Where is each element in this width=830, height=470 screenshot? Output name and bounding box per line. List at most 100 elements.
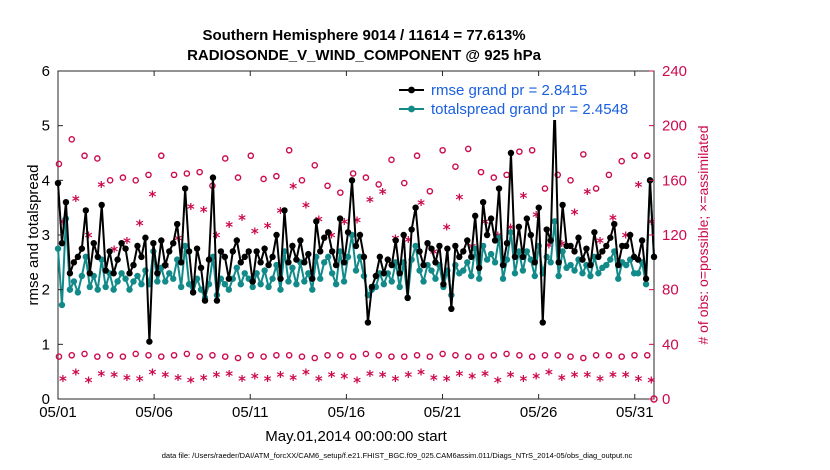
totalspread-point — [237, 281, 244, 288]
obs-assimilated-marker: * — [149, 188, 157, 206]
totalspread-point — [181, 242, 189, 250]
totalspread-point — [66, 286, 74, 293]
rmse-point — [174, 220, 181, 228]
rmse-point — [257, 259, 264, 266]
rmse-point — [416, 248, 423, 255]
totalspread-point — [328, 270, 336, 277]
obs-assimilated-marker: * — [315, 372, 323, 390]
rmse-point — [472, 212, 479, 220]
obs-possible-marker — [285, 351, 293, 359]
y-tick-label: 0 — [42, 391, 50, 408]
legend-box — [392, 78, 650, 120]
totalspread-point — [622, 261, 630, 269]
rmse-point — [150, 240, 157, 247]
rmse-point — [185, 248, 193, 255]
rmse-point — [440, 281, 447, 288]
obs-possible-marker — [157, 152, 165, 160]
rmse-point — [372, 272, 380, 280]
rmse-point — [571, 248, 578, 255]
obs-possible-marker — [452, 351, 459, 359]
rmse-point — [213, 297, 221, 304]
obs-possible-marker — [618, 353, 625, 360]
rmse-point — [495, 185, 503, 192]
totalspread-point — [547, 259, 554, 266]
rmse-point — [360, 253, 368, 261]
obs-assimilated-marker: * — [264, 372, 272, 390]
totalspread-point — [253, 270, 260, 277]
totalspread-point — [70, 278, 78, 285]
obs-possible-marker — [311, 161, 319, 169]
rmse-point — [348, 177, 356, 184]
legend-spread-marker — [408, 105, 415, 113]
totalspread-point — [519, 267, 527, 274]
series-layer — [54, 100, 658, 345]
obs-possible-marker — [324, 182, 331, 190]
totalspread-point — [130, 278, 137, 285]
obs-possible-marker — [298, 353, 306, 360]
totalspread-point — [261, 267, 268, 274]
totalspread-point — [110, 286, 117, 293]
obs-assimilated-marker: * — [404, 368, 412, 386]
rmse-point — [245, 248, 252, 255]
rmse-point — [559, 201, 566, 209]
totalspread-point — [277, 286, 284, 293]
totalspread-point — [559, 248, 566, 255]
obs-assimilated-marker: * — [276, 204, 284, 222]
rmse-point — [94, 253, 101, 261]
obs-possible-marker — [337, 189, 344, 196]
obs-assimilated-marker: * — [225, 218, 233, 236]
totalspread-point — [412, 242, 419, 250]
obs-assimilated-marker: * — [289, 371, 297, 389]
rmse-point — [317, 248, 324, 255]
obs-assimilated-marker: * — [571, 368, 579, 386]
rmse-point — [74, 253, 82, 261]
obs-assimilated-marker: * — [583, 368, 591, 386]
rmse-point — [531, 259, 538, 266]
obs-possible-marker — [477, 168, 485, 176]
totalspread-point — [257, 281, 264, 288]
rmse-point — [547, 237, 554, 244]
totalspread-point — [126, 286, 133, 293]
totalspread-point — [177, 283, 185, 291]
obs-assimilated-marker: * — [417, 196, 425, 214]
obs-possible-marker — [528, 353, 536, 360]
rmse-point — [241, 253, 248, 261]
x-tick-label: 05/11 — [232, 404, 268, 421]
totalspread-point — [138, 281, 145, 288]
obs-assimilated-marker: * — [340, 215, 348, 233]
rmse-point — [626, 231, 634, 239]
totalspread-point — [82, 253, 90, 261]
x-tick-label: 05/01 — [39, 404, 77, 421]
totalspread-point — [293, 281, 300, 288]
obs-possible-marker — [273, 351, 280, 359]
totalspread-point — [185, 281, 193, 288]
totalspread-point — [170, 275, 177, 282]
obs-possible-marker — [337, 351, 344, 359]
rmse-point — [66, 270, 74, 277]
obs-assimilated-marker: * — [136, 216, 144, 234]
rmse-point — [622, 242, 630, 250]
x-tick-label: 05/16 — [328, 404, 366, 421]
totalspread-point — [134, 272, 141, 280]
totalspread-point — [555, 272, 562, 280]
rmse-point — [146, 338, 153, 345]
legend-spread-label: totalspread grand pr = 2.4548 — [431, 101, 628, 118]
y-tick-label: 1 — [42, 336, 50, 353]
obs-assimilated-marker: * — [622, 229, 630, 247]
rmse-point — [102, 267, 109, 274]
obs-possible-marker — [298, 177, 306, 184]
rmse-point — [511, 253, 519, 261]
totalspread-point — [416, 267, 423, 274]
obs-possible-marker — [209, 351, 216, 359]
rmse-point — [205, 256, 213, 263]
rmse-point — [340, 259, 348, 266]
obs-assimilated-marker: * — [353, 374, 361, 392]
obs-possible-marker — [426, 187, 434, 195]
rmse-point — [352, 242, 360, 250]
y-tick-label: 3 — [42, 227, 50, 244]
totalspread-point — [551, 218, 558, 225]
rmse-point — [301, 259, 308, 266]
totalspread-point — [567, 261, 574, 269]
rmse-point — [603, 242, 610, 250]
obs-assimilated-marker: * — [519, 372, 527, 390]
